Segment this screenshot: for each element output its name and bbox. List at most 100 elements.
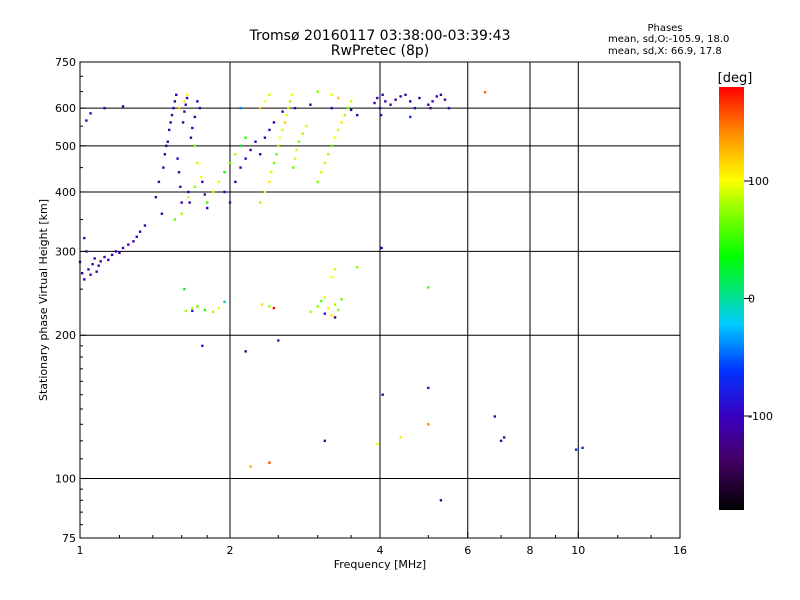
x-tick-label: 10 [571, 544, 585, 557]
echo-point [309, 103, 312, 106]
echo-point [85, 250, 88, 253]
echo-point [333, 136, 337, 139]
x-tick-label: 6 [464, 544, 471, 557]
echo-point [217, 180, 221, 184]
echo-point [217, 306, 221, 310]
echo-point [278, 136, 282, 139]
echo-point [330, 144, 333, 148]
echo-point [203, 308, 206, 312]
colorbar-tick-label: 0 [748, 293, 755, 306]
y-tick-label: 300 [55, 245, 76, 258]
y-tick-label: 75 [62, 532, 76, 545]
echo-point [272, 161, 276, 165]
echo-point [184, 309, 187, 313]
echo-point [327, 153, 330, 156]
echo-point [413, 106, 417, 110]
echo-point [340, 121, 343, 124]
echo-point [234, 153, 237, 156]
echo-point [143, 224, 147, 227]
plot-frame [79, 61, 681, 539]
y-tick-label: 750 [55, 56, 76, 69]
echo-point [394, 98, 397, 101]
echo-point [340, 298, 343, 301]
echo-point [389, 103, 392, 106]
echo-point [285, 113, 288, 117]
echo-point [281, 128, 284, 132]
x-axis-ticks: 1 2 4 6 8 10 16 [77, 532, 687, 557]
echo-point [157, 180, 161, 184]
echo-point [502, 436, 506, 439]
colorbar-label: [deg] [718, 71, 753, 86]
echo-point [309, 310, 312, 314]
echo-point [330, 275, 333, 279]
echo-point [320, 171, 323, 174]
echo-point [167, 128, 171, 132]
echo-point [162, 166, 165, 169]
echo-point [268, 180, 271, 184]
echo-point [175, 93, 178, 96]
echo-point [170, 113, 174, 117]
echo-point [355, 265, 359, 269]
echo-point [211, 190, 215, 194]
echo-point [205, 201, 209, 204]
echo-point [97, 264, 100, 267]
echo-point [427, 103, 430, 106]
echo-point [244, 136, 247, 139]
echo-point [223, 190, 226, 194]
echo-point [181, 121, 185, 124]
echo-point [176, 157, 179, 160]
echo-point [376, 96, 379, 100]
echo-point [185, 93, 189, 96]
echo-point [173, 218, 177, 221]
echo-point [355, 113, 359, 117]
echo-point [574, 448, 578, 451]
echo-point [180, 212, 183, 215]
echo-point [114, 250, 118, 253]
echo-point [259, 153, 262, 156]
chart-title: Tromsø 20160117 03:38:00-03:39:43 [249, 28, 511, 44]
echo-point [275, 153, 278, 156]
echo-point [249, 465, 252, 468]
echo-point [177, 171, 181, 174]
echo-point [234, 180, 237, 184]
gridlines [80, 62, 680, 538]
phase-stats-x: mean, sd,X: 66.9, 17.8 [608, 46, 722, 57]
echo-point [297, 140, 301, 143]
echo-point [316, 90, 319, 93]
echo-point [323, 296, 327, 299]
echo-point [160, 212, 164, 215]
echo-point [270, 171, 273, 174]
echo-point [409, 115, 412, 119]
echo-point [301, 132, 305, 135]
echo-point [191, 306, 194, 310]
echo-point [323, 312, 327, 315]
echo-point [330, 314, 333, 317]
echo-point [439, 93, 443, 96]
echo-point [293, 106, 297, 110]
echo-point [376, 443, 379, 446]
echo-point [80, 272, 84, 275]
echo-point [581, 446, 584, 450]
echo-point [198, 106, 202, 110]
echo-point [379, 113, 383, 117]
y-axis-label: Stationary phase Virtual Height [km] [37, 199, 50, 401]
echo-point [93, 257, 96, 260]
y-tick-label: 200 [55, 329, 76, 342]
echo-point [333, 268, 337, 271]
echo-point [166, 140, 169, 143]
echo-point [196, 161, 199, 165]
x-tick-label: 4 [377, 544, 384, 557]
echo-point [330, 106, 333, 110]
echo-point [272, 121, 276, 124]
echo-point [384, 100, 387, 103]
echo-point [177, 106, 181, 110]
echo-point [378, 106, 382, 110]
x-tick-label: 2 [227, 544, 234, 557]
x-tick-label: 16 [673, 544, 687, 557]
y-tick-label: 400 [55, 186, 76, 199]
echo-point [179, 185, 182, 189]
echo-point [110, 253, 114, 257]
echo-point [187, 195, 190, 199]
echo-point [260, 303, 264, 306]
